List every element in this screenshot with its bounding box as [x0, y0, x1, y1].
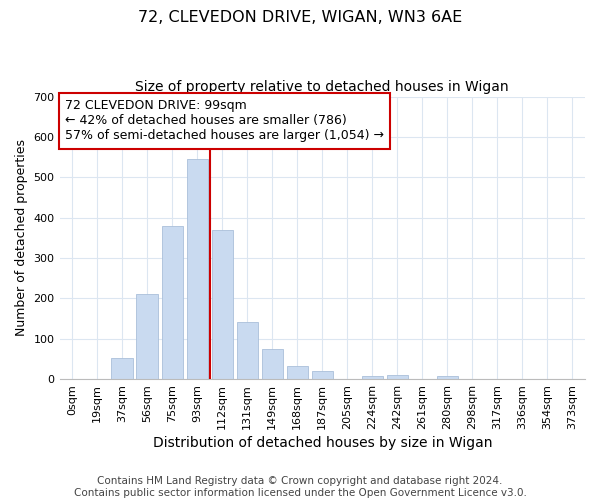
Bar [212, 230, 233, 379]
X-axis label: Distribution of detached houses by size in Wigan: Distribution of detached houses by size … [152, 436, 492, 450]
Bar [136, 294, 158, 379]
Text: Contains HM Land Registry data © Crown copyright and database right 2024.
Contai: Contains HM Land Registry data © Crown c… [74, 476, 526, 498]
Text: 72, CLEVEDON DRIVE, WIGAN, WN3 6AE: 72, CLEVEDON DRIVE, WIGAN, WN3 6AE [138, 10, 462, 25]
Bar [311, 372, 333, 379]
Bar [362, 376, 383, 379]
Y-axis label: Number of detached properties: Number of detached properties [15, 140, 28, 336]
Bar [262, 349, 283, 379]
Bar [287, 366, 308, 379]
Bar [236, 322, 258, 379]
Bar [387, 376, 408, 379]
Bar [112, 358, 133, 379]
Bar [161, 226, 183, 379]
Bar [187, 159, 208, 379]
Title: Size of property relative to detached houses in Wigan: Size of property relative to detached ho… [136, 80, 509, 94]
Bar [437, 376, 458, 379]
Text: 72 CLEVEDON DRIVE: 99sqm
← 42% of detached houses are smaller (786)
57% of semi-: 72 CLEVEDON DRIVE: 99sqm ← 42% of detach… [65, 100, 384, 142]
